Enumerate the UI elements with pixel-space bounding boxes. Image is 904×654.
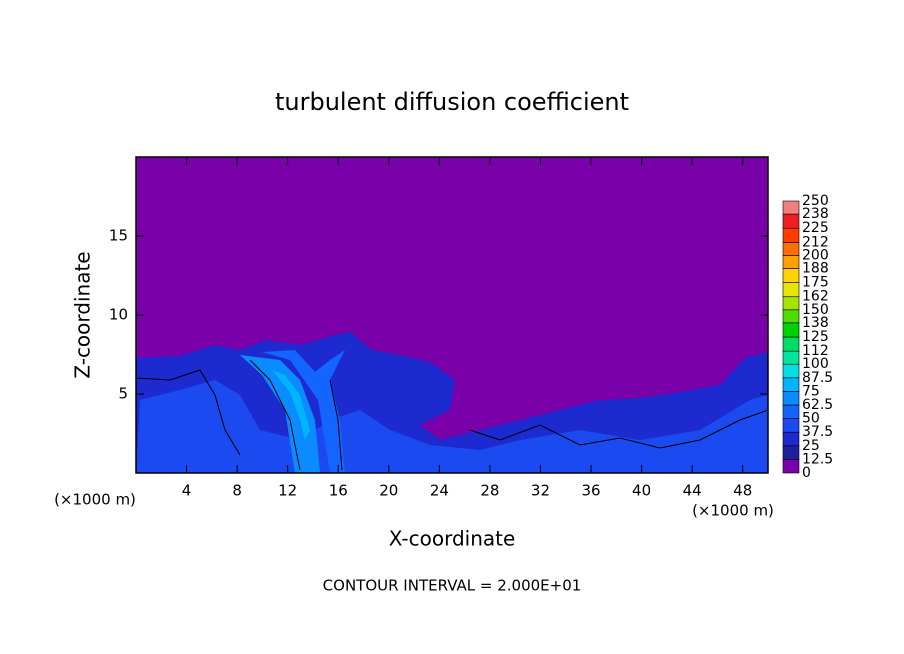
colorbar-box bbox=[782, 200, 800, 215]
colorbar-label: 138 bbox=[802, 315, 829, 331]
colorbar-label: 150 bbox=[802, 302, 829, 318]
colorbar-label: 162 bbox=[802, 289, 829, 305]
colorbar-label: 212 bbox=[802, 234, 829, 250]
colorbar-box bbox=[782, 336, 800, 352]
colorbar-box bbox=[782, 391, 800, 406]
colorbar-label: 188 bbox=[802, 260, 829, 276]
x-tick-label: 24 bbox=[430, 482, 449, 500]
colorbar-label: 87.5 bbox=[802, 370, 833, 386]
colorbar-box bbox=[782, 255, 800, 269]
colorbar-label: 112 bbox=[802, 343, 829, 359]
x-unit-label: (×1000 m) bbox=[692, 502, 774, 520]
x-tick-label: 8 bbox=[232, 482, 242, 500]
contour-line bbox=[136, 359, 768, 471]
plume bbox=[240, 355, 320, 473]
colorbar-label: 100 bbox=[802, 356, 829, 372]
y-tick-label: 15 bbox=[109, 227, 128, 245]
colorbar-box bbox=[782, 445, 800, 460]
y-axis-label: Z-coordinate bbox=[71, 251, 95, 378]
colorbar-label: 175 bbox=[802, 275, 829, 291]
colorbar-box bbox=[782, 418, 800, 433]
colorbar-label: 200 bbox=[802, 247, 829, 263]
colorbar-box bbox=[782, 242, 800, 256]
x-unit-label: (×1000 m) bbox=[54, 491, 136, 509]
colorbar-box bbox=[782, 431, 800, 447]
colorbar-label: 37.5 bbox=[802, 424, 833, 440]
colorbar-label: 125 bbox=[802, 329, 829, 345]
colorbar-label: 75 bbox=[802, 383, 820, 399]
colorbar-label: 50 bbox=[802, 411, 820, 427]
colorbar-label: 0 bbox=[802, 465, 811, 481]
colorbar-label: 62.5 bbox=[802, 397, 833, 413]
x-tick-label: 40 bbox=[632, 482, 651, 500]
colorbar-label: 25 bbox=[802, 438, 820, 454]
x-tick-label: 48 bbox=[733, 482, 752, 500]
colorbar-box bbox=[782, 363, 800, 379]
colorbar-box bbox=[782, 282, 800, 298]
y-tick-label: 10 bbox=[109, 306, 128, 324]
colorbar-box bbox=[782, 459, 800, 474]
colorbar-box bbox=[782, 350, 800, 365]
colorbar-box bbox=[782, 296, 800, 311]
contour-note: CONTOUR INTERVAL = 2.000E+01 bbox=[323, 577, 582, 595]
x-tick-label: 28 bbox=[480, 482, 499, 500]
colorbar-box bbox=[782, 227, 800, 243]
colorbar-label: 12.5 bbox=[802, 451, 833, 467]
colorbar-box bbox=[782, 309, 800, 324]
colorbar-box bbox=[782, 322, 800, 338]
y-tick-label: 5 bbox=[118, 385, 128, 403]
x-tick-label: 12 bbox=[278, 482, 297, 500]
colorbar-box bbox=[782, 404, 800, 419]
colorbar-label: 250 bbox=[802, 193, 829, 209]
colorbar-box bbox=[782, 213, 800, 229]
x-tick-label: 36 bbox=[581, 482, 600, 500]
plume bbox=[272, 370, 310, 440]
x-tick-label: 44 bbox=[683, 482, 702, 500]
x-tick-label: 32 bbox=[531, 482, 550, 500]
x-tick-label: 4 bbox=[182, 482, 192, 500]
colorbar-box bbox=[782, 377, 800, 392]
x-axis-label: X-coordinate bbox=[389, 527, 516, 551]
colorbar-label: 238 bbox=[802, 206, 829, 222]
x-tick-label: 20 bbox=[379, 482, 398, 500]
colorbar-label: 225 bbox=[802, 220, 829, 236]
colorbar-box bbox=[782, 268, 800, 283]
chart-title: turbulent diffusion coefficient bbox=[275, 88, 629, 116]
x-tick-label: 16 bbox=[329, 482, 348, 500]
plume bbox=[262, 350, 345, 473]
field bbox=[136, 157, 768, 473]
